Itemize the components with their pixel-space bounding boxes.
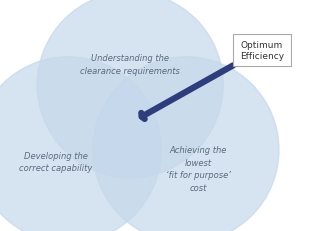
Ellipse shape: [37, 0, 223, 178]
Ellipse shape: [0, 58, 161, 231]
Text: Developing the
correct capability: Developing the correct capability: [19, 151, 92, 172]
FancyBboxPatch shape: [233, 35, 291, 67]
Text: Understanding the
clearance requirements: Understanding the clearance requirements: [80, 54, 180, 75]
Ellipse shape: [93, 58, 279, 231]
Text: Optimum
Efficiency: Optimum Efficiency: [240, 40, 284, 61]
Text: Achieving the
lowest
‘fit for purpose’
cost: Achieving the lowest ‘fit for purpose’ c…: [166, 146, 231, 192]
